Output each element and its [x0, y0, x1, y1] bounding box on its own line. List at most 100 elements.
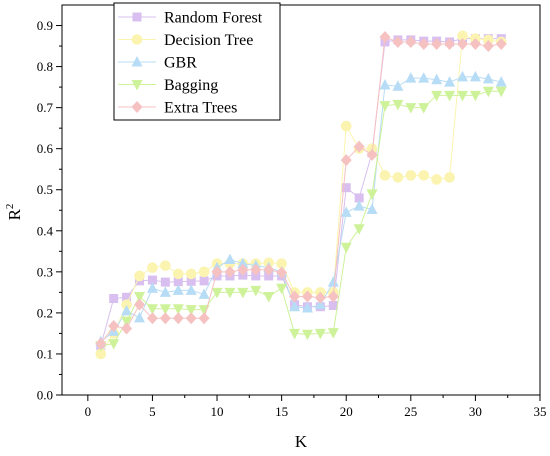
data-point — [160, 260, 171, 271]
series-bagging — [95, 86, 507, 352]
data-point — [276, 283, 288, 295]
x-tick-label: 30 — [469, 404, 482, 419]
data-point — [379, 101, 391, 112]
axes: 0 5 10 15 20 25 30 35 0.0 0.1 0.2 0.3 0.4 0.5 0.6 0.7 0.… — [37, 4, 547, 419]
x-tick-label: 15 — [275, 404, 288, 419]
data-point — [134, 270, 145, 282]
data-point — [418, 103, 430, 114]
data-point — [186, 276, 196, 286]
data-point — [354, 193, 364, 203]
data-point — [172, 284, 184, 295]
data-point — [172, 312, 184, 325]
data-point — [134, 311, 146, 323]
data-point — [185, 268, 197, 280]
data-point — [224, 287, 236, 299]
data-point — [495, 86, 507, 98]
data-point — [392, 35, 404, 48]
data-point — [444, 90, 456, 102]
data-point — [353, 224, 365, 235]
data-point — [301, 301, 313, 313]
data-point — [198, 288, 210, 299]
legend-label: Extra Trees — [164, 100, 237, 117]
data-point — [95, 348, 107, 360]
legend-item: Decision Tree — [118, 32, 253, 49]
legend-label: GBR — [164, 55, 197, 72]
plot-area — [95, 30, 507, 360]
data-point — [379, 79, 391, 90]
y-axis-title: R2 — [4, 204, 24, 221]
legend-marker — [131, 56, 143, 67]
x-tick-label: 25 — [404, 404, 417, 419]
data-point — [211, 265, 223, 278]
data-point — [250, 263, 262, 276]
data-point — [327, 276, 339, 287]
data-point — [289, 290, 301, 303]
data-point — [431, 38, 443, 50]
data-point — [469, 70, 481, 82]
data-point — [134, 291, 146, 303]
data-point — [340, 206, 352, 217]
data-point — [482, 72, 494, 84]
data-point — [301, 329, 313, 341]
legend-item: GBR — [118, 55, 197, 72]
x-tick-label: 0 — [85, 404, 92, 419]
y-tick-label: 0.9 — [37, 18, 53, 33]
data-point — [495, 76, 507, 87]
data-point — [146, 282, 158, 293]
data-point — [444, 172, 455, 183]
data-point — [251, 271, 261, 281]
data-point — [444, 76, 456, 87]
data-point — [185, 312, 197, 325]
data-point — [469, 90, 481, 102]
y-tick-label: 0.7 — [37, 100, 54, 115]
legend-marker — [131, 34, 143, 45]
data-point — [289, 328, 301, 340]
data-point — [483, 34, 494, 46]
data-point — [444, 38, 456, 50]
data-point — [211, 287, 223, 299]
data-point — [456, 38, 468, 50]
legend-item: Random Forest — [118, 10, 263, 27]
data-point — [146, 312, 158, 325]
data-point — [392, 80, 404, 91]
data-point — [431, 174, 442, 185]
data-point — [250, 285, 262, 297]
data-point — [341, 183, 351, 193]
data-point — [405, 35, 417, 48]
data-point — [276, 258, 287, 269]
legend: Random Forest Decision Tree GBR Bagging Extr… — [113, 2, 281, 121]
data-point — [405, 170, 417, 181]
data-point — [160, 277, 170, 287]
data-point — [147, 262, 158, 274]
data-point — [392, 99, 404, 111]
data-point — [482, 86, 494, 98]
y-axis-title-superscript: 2 — [4, 204, 16, 210]
data-point — [418, 72, 430, 83]
plot-frame — [61, 4, 541, 396]
data-point — [276, 266, 288, 279]
data-point — [121, 299, 132, 310]
y-tick-label: 0.1 — [37, 346, 53, 361]
x-tick-label: 35 — [534, 404, 547, 419]
data-point — [379, 31, 391, 44]
legend-marker — [132, 12, 142, 22]
y-tick-label: 0.6 — [37, 141, 54, 156]
data-point — [366, 148, 378, 161]
data-point — [264, 271, 274, 281]
y-tick-label: 0.4 — [37, 223, 54, 238]
data-point — [457, 30, 468, 42]
y-tick-label: 0.8 — [37, 59, 53, 74]
data-point — [392, 172, 404, 183]
data-point — [340, 154, 352, 167]
data-point — [366, 189, 378, 200]
data-point — [173, 277, 183, 287]
data-point — [224, 265, 236, 278]
data-point — [327, 328, 339, 339]
data-point — [431, 90, 443, 102]
data-point — [366, 143, 378, 154]
data-point — [289, 300, 301, 312]
data-point — [109, 294, 119, 304]
data-point — [159, 286, 171, 297]
legend-marker — [131, 101, 143, 113]
